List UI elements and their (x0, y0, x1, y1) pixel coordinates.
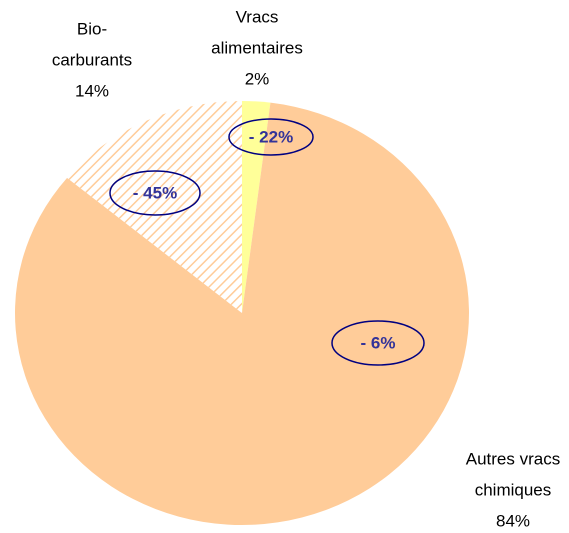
value-label: 2% (245, 69, 270, 88)
value-label: 14% (75, 81, 109, 100)
slice-label: chimiques (475, 480, 552, 499)
slice-label: Vracs (236, 7, 279, 26)
annotation: - 6% (361, 333, 396, 352)
slice-label: carburants (52, 50, 132, 69)
value-label: 84% (496, 511, 530, 530)
annotation-ellipse (331, 320, 425, 366)
slice-label: Autres vracs (466, 449, 560, 468)
annotation: - 45% (133, 183, 177, 202)
slice-label: alimentaires (211, 38, 303, 57)
annotation: - 22% (249, 127, 293, 146)
pie-slice (14, 102, 469, 525)
annotation-ellipse (228, 118, 314, 156)
annotation-ellipse (109, 170, 201, 216)
slice-label: Bio- (77, 19, 107, 38)
pie-slice (67, 101, 242, 313)
